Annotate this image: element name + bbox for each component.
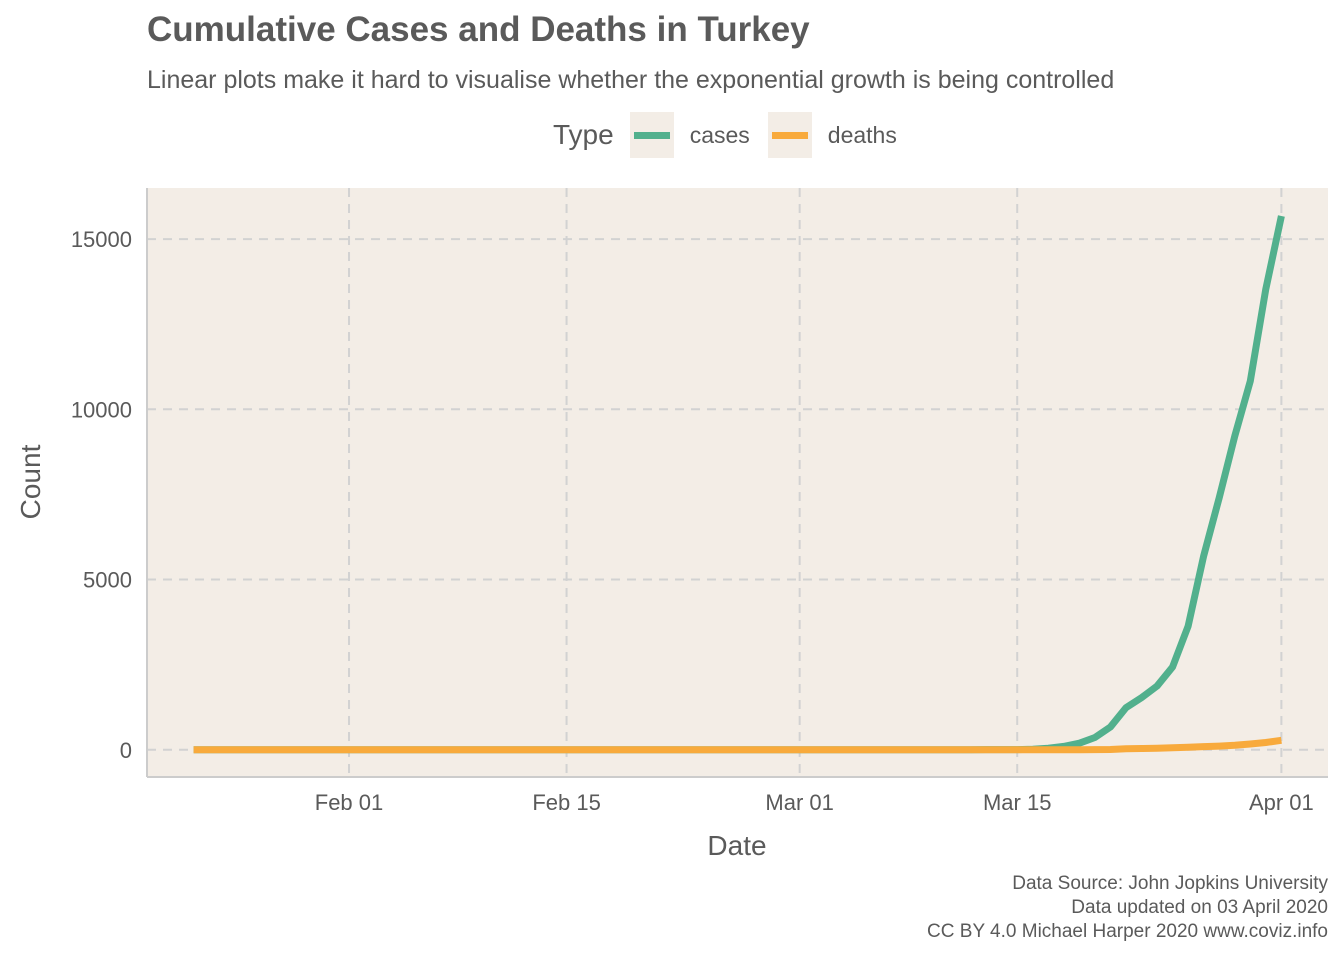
legend-swatch-cases [633, 132, 670, 139]
chart-subtitle: Linear plots make it hard to visualise w… [147, 66, 1115, 94]
x-tick-label: Mar 15 [983, 790, 1051, 815]
plot-background [147, 188, 1328, 777]
legend-label-cases: cases [689, 121, 750, 148]
legend-title: Type [553, 119, 614, 150]
caption-updated: Data updated on 03 April 2020 [1071, 897, 1328, 918]
caption-source: Data Source: John Jopkins University [1012, 873, 1328, 894]
series-lines [193, 215, 1285, 754]
chart-title: Cumulative Cases and Deaths in Turkey [147, 10, 810, 49]
y-tick-label: 0 [120, 738, 132, 763]
legend-label-deaths: deaths [827, 121, 897, 148]
y-tick-label: 10000 [71, 397, 132, 422]
x-axis-label: Date [707, 830, 766, 861]
legend: Type cases deaths [553, 112, 915, 158]
x-tick-label: Feb 01 [315, 790, 384, 815]
legend-key-cases [629, 112, 674, 158]
legend-key-deaths [767, 112, 812, 158]
caption-license: CC BY 4.0 Michael Harper 2020 www.coviz.… [927, 921, 1328, 942]
x-tick-label: Apr 01 [1249, 790, 1314, 815]
x-tick-label: Feb 15 [532, 790, 601, 815]
y-tick-labels: 0 5000 10000 15000 [71, 227, 132, 763]
caption: Data Source: John Jopkins University Dat… [927, 872, 1328, 944]
y-axis-label: Count [15, 444, 46, 519]
legend-swatch-deaths [771, 132, 808, 139]
y-tick-label: 5000 [83, 568, 132, 593]
series-line-deaths [193, 736, 1282, 754]
y-tick-label: 15000 [71, 227, 132, 252]
x-tick-label: Mar 01 [765, 790, 833, 815]
x-tick-labels: Feb 01 Feb 15 Mar 01 Mar 15 Apr 01 [315, 790, 1314, 815]
